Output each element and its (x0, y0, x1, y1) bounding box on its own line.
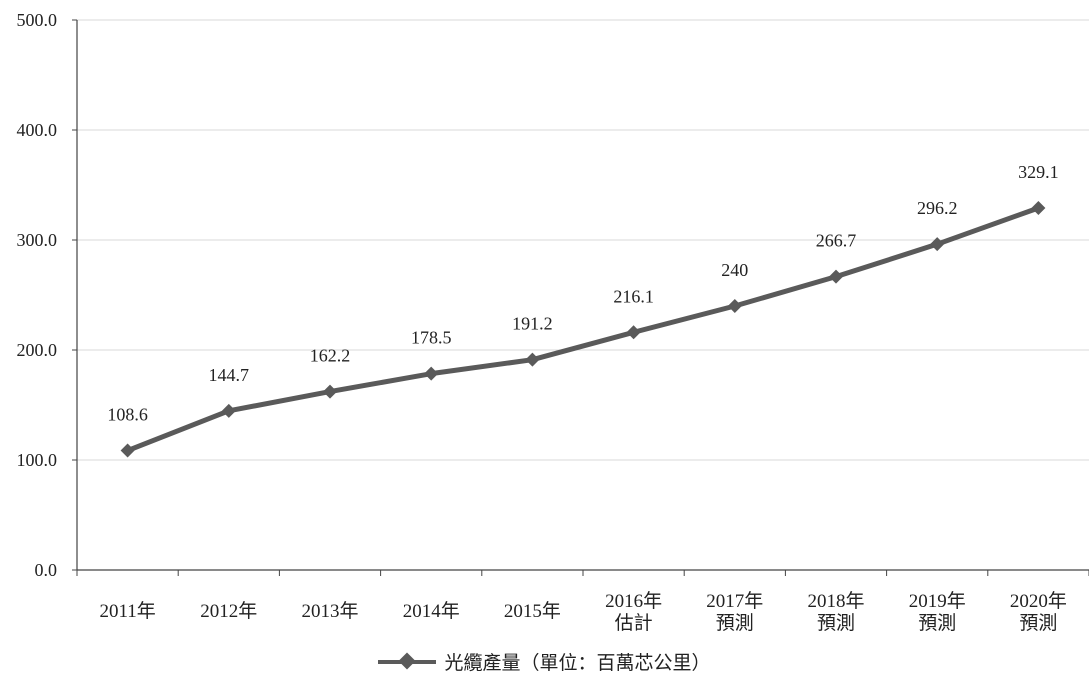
data-point-marker (829, 269, 843, 284)
x-tick-label-line: 2014年 (403, 600, 460, 622)
data-label: 162.2 (310, 346, 351, 366)
data-point-marker (323, 384, 337, 399)
y-tick-label: 100.0 (17, 450, 58, 470)
x-tick-label-line: 2012年 (200, 600, 257, 622)
legend-swatch (378, 651, 437, 671)
x-tick-label: 2016年估計 (605, 590, 662, 634)
x-tick-label: 2013年 (301, 600, 358, 622)
data-label: 108.6 (107, 405, 148, 425)
data-point-marker (930, 237, 945, 252)
data-point-marker (1031, 200, 1046, 215)
data-point-marker (727, 299, 742, 313)
legend-diamond-icon (398, 652, 416, 670)
y-tick-label: 0.0 (35, 560, 58, 580)
x-tick-label-line: 2017年 (706, 590, 763, 612)
legend: 光纜產量（單位：百萬芯公里） (0, 649, 1089, 674)
data-label: 240 (721, 260, 748, 280)
data-point-marker (626, 325, 641, 340)
x-tick-label-line: 估計 (615, 612, 653, 634)
x-tick-label-line: 2018年 (807, 590, 864, 612)
data-label: 191.2 (512, 314, 553, 334)
data-label: 329.1 (1018, 162, 1059, 182)
data-label: 216.1 (613, 286, 654, 306)
x-tick-label-line: 2011年 (99, 600, 155, 622)
axes (72, 19, 1089, 576)
y-tick-label: 400.0 (17, 120, 58, 140)
x-tick-label-line: 2015年 (504, 600, 561, 622)
x-tick-label: 2019年預測 (909, 590, 966, 634)
x-tick-label: 2017年預測 (706, 590, 763, 634)
series-line-layer (125, 205, 1041, 454)
x-tick-label: 2018年預測 (807, 590, 864, 634)
data-label: 296.2 (917, 198, 958, 218)
series-line (125, 205, 1041, 454)
y-tick-label: 300.0 (17, 230, 58, 250)
x-tick-label-line: 預測 (1019, 612, 1057, 634)
y-tick-label: 500.0 (17, 10, 58, 30)
legend-label: 光纜產量（單位：百萬芯公里） (444, 652, 711, 674)
data-point-marker (525, 352, 540, 367)
x-tick-label-line: 預測 (817, 612, 855, 634)
data-point-marker (424, 366, 439, 381)
y-axis-tick-labels: 0.0 100.0 200.0 300.0 400.0 500.0 (17, 10, 58, 580)
gridlines (77, 19, 1089, 461)
x-tick-label: 2020年預測 (1010, 590, 1067, 634)
data-label: 178.5 (411, 328, 452, 348)
x-axis-tick-labels: 2011年 2012年 2013年 2014年 2015年 2016年估計2017年預測2… (99, 590, 1066, 634)
data-label: 266.7 (816, 231, 857, 251)
series-markers (120, 200, 1046, 458)
x-tick-label-line: 預測 (716, 612, 754, 634)
x-tick-label: 2012年 (200, 600, 257, 622)
x-tick-label-line: 2020年 (1010, 590, 1067, 612)
x-tick-label-line: 預測 (918, 612, 956, 634)
data-labels: 108.6 144.7 162.2 178.5 191.2 216.1 240 266.7 29… (107, 162, 1058, 425)
data-point-marker (221, 403, 236, 418)
data-label: 144.7 (209, 365, 250, 385)
x-tick-label-line: 2013年 (301, 600, 358, 622)
x-tick-label: 2015年 (504, 600, 561, 622)
x-tick-label-line: 2016年 (605, 590, 662, 612)
y-tick-label: 200.0 (17, 340, 58, 360)
x-tick-label: 2011年 (99, 600, 155, 622)
x-tick-label-line: 2019年 (909, 590, 966, 612)
data-point-marker (120, 443, 135, 458)
x-tick-label: 2014年 (403, 600, 460, 622)
